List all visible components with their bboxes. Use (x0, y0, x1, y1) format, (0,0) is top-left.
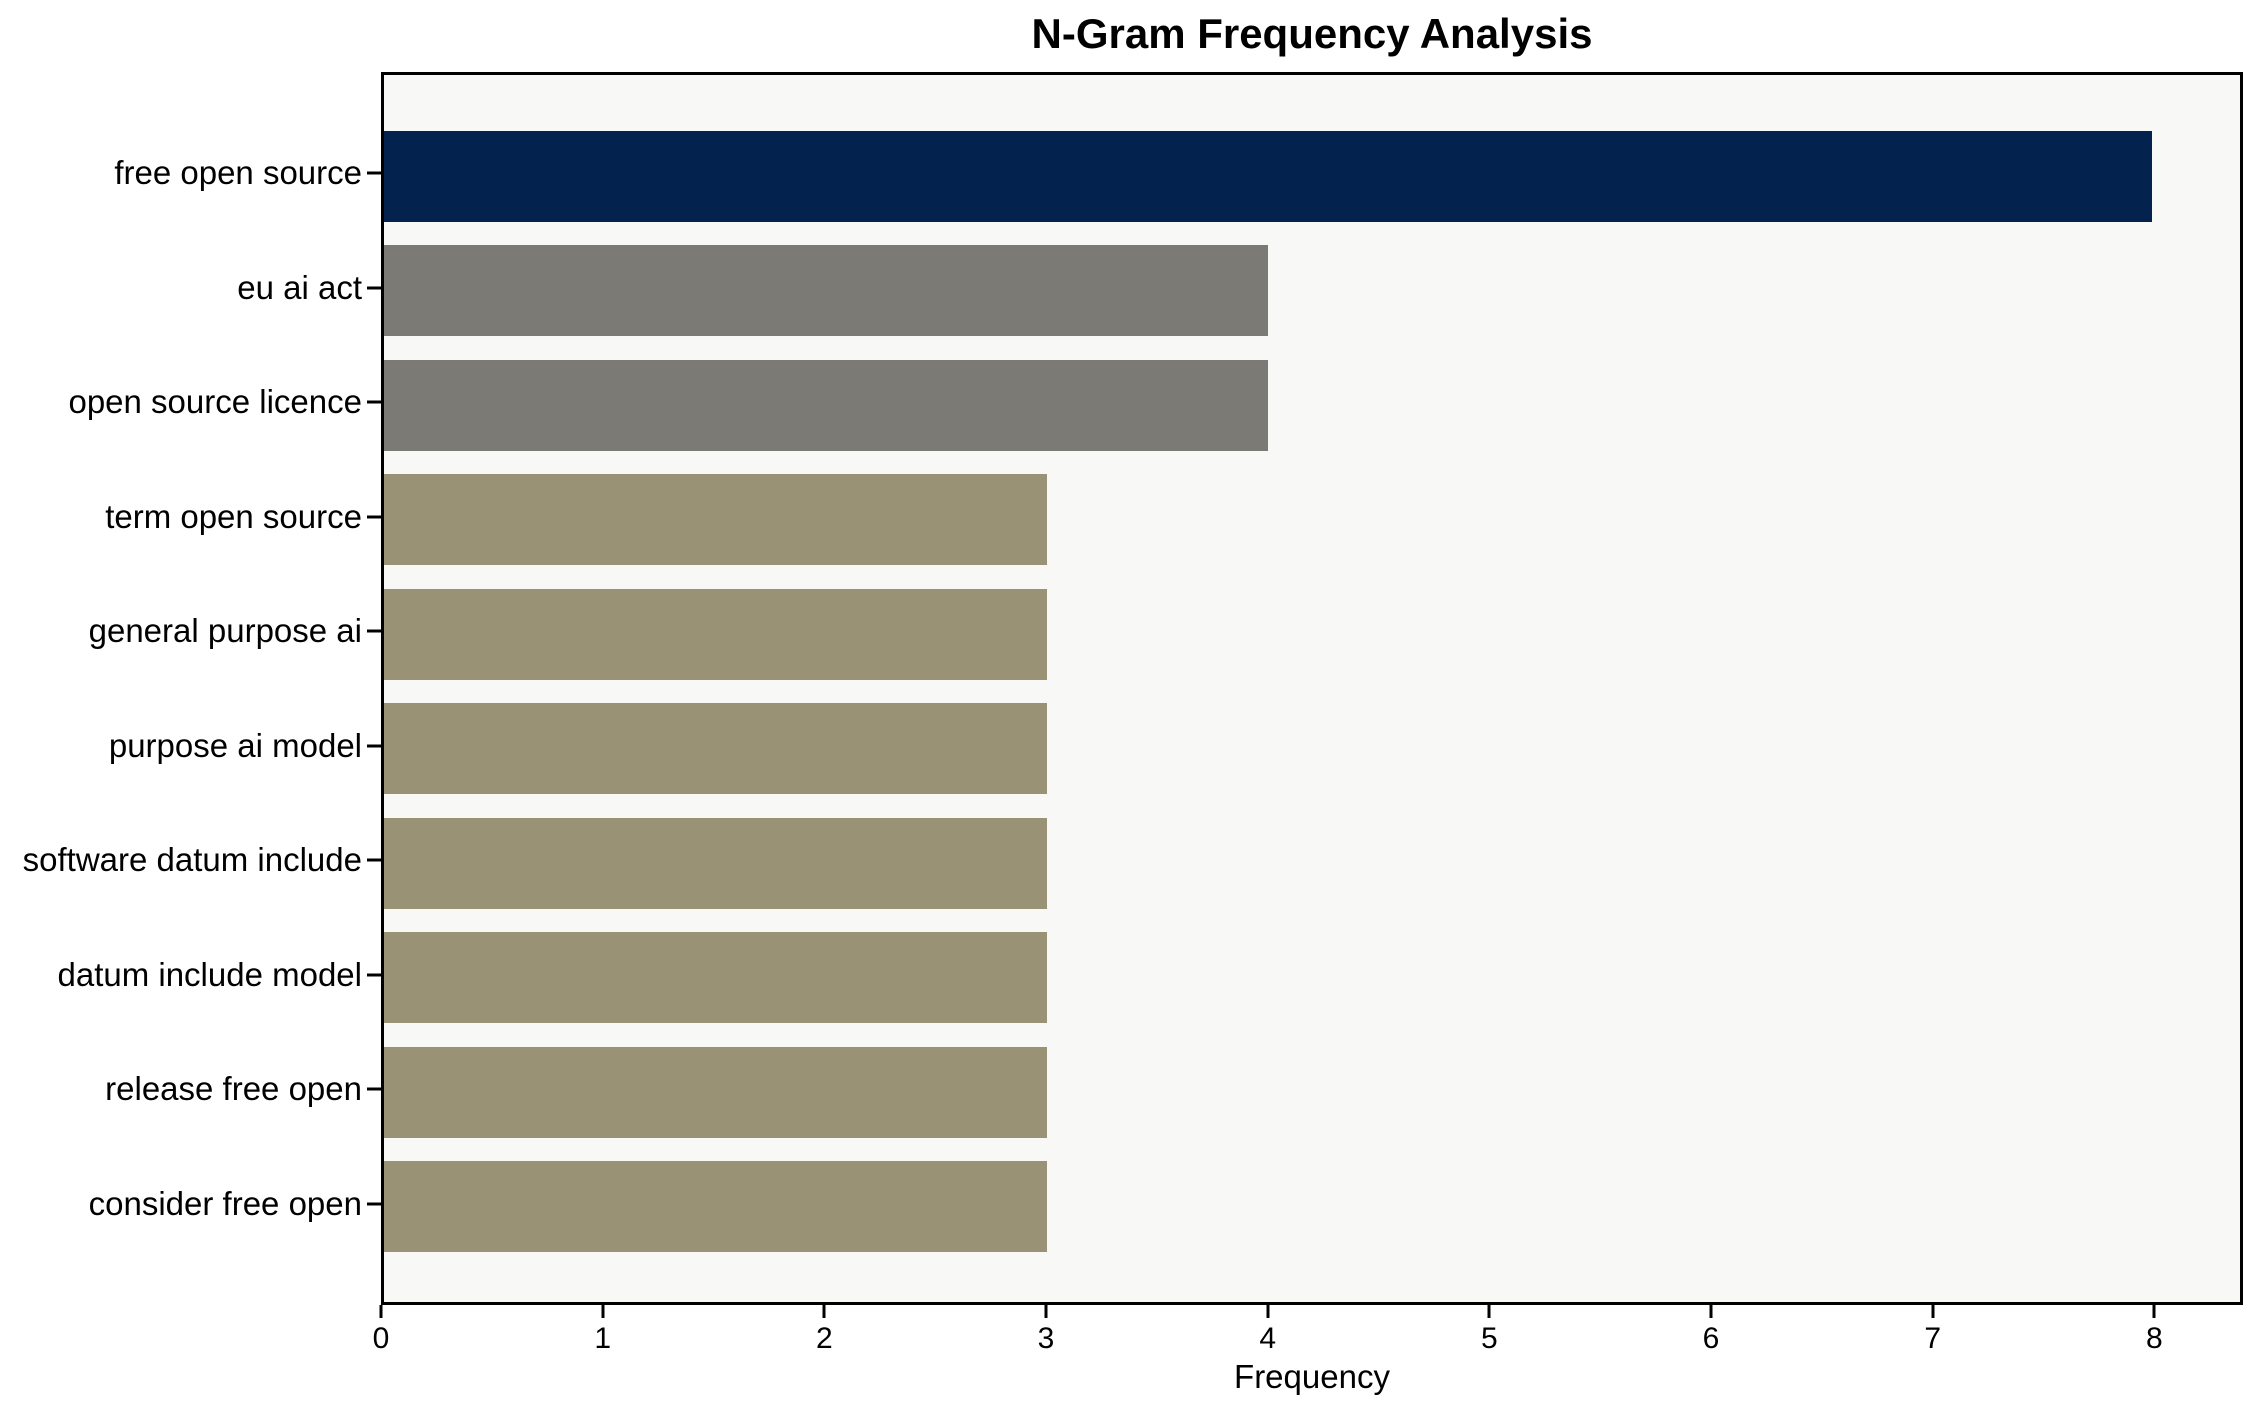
y-tick-label-term-open-source: term open source (105, 497, 362, 535)
y-tick-mark (367, 515, 381, 519)
bar-release-free-open (384, 1046, 1047, 1138)
x-tick-label: 1 (594, 1322, 612, 1355)
x-tick-label: 6 (1702, 1322, 1720, 1355)
x-tick-label: 5 (1480, 1322, 1498, 1355)
x-tick-label: 3 (1037, 1322, 1055, 1355)
y-tick-mark (367, 1202, 381, 1206)
y-tick-label-eu-ai-act: eu ai act (237, 268, 362, 306)
bar-datum-include-model (384, 932, 1047, 1024)
y-tick-label-purpose-ai-model: purpose ai model (108, 726, 362, 764)
y-tick-label-open-source-licence: open source licence (68, 383, 362, 421)
bar-free-open-source (384, 130, 2152, 222)
x-tick-mark (1044, 1305, 1048, 1318)
bar-software-datum-include (384, 817, 1047, 909)
x-tick-mark (1487, 1305, 1491, 1318)
bar-consider-free-open (384, 1161, 1047, 1253)
y-tick-label-free-open-source: free open source (114, 154, 362, 192)
y-tick-mark (367, 858, 381, 862)
bar-general-purpose-ai (384, 588, 1047, 680)
x-tick-label: 7 (1924, 1322, 1942, 1355)
bar-purpose-ai-model (384, 703, 1047, 795)
y-tick-mark (367, 744, 381, 748)
x-tick-mark (822, 1305, 826, 1318)
x-axis-title: Frequency (1234, 1358, 1390, 1395)
bar-open-source-licence (384, 359, 1268, 451)
y-tick-mark (367, 973, 381, 977)
y-tick-mark (367, 629, 381, 633)
x-tick-label: 4 (1259, 1322, 1277, 1355)
y-tick-mark (367, 1087, 381, 1091)
y-tick-label-software-datum-include: software datum include (22, 841, 362, 879)
y-tick-mark (367, 171, 381, 175)
x-tick-mark (1931, 1305, 1935, 1318)
x-tick-mark (601, 1305, 605, 1318)
x-tick-mark (1266, 1305, 1270, 1318)
y-tick-mark (367, 400, 381, 404)
x-tick-mark (1709, 1305, 1713, 1318)
y-tick-label-general-purpose-ai: general purpose ai (88, 612, 362, 650)
bar-term-open-source (384, 474, 1047, 566)
y-tick-label-datum-include-model: datum include model (57, 955, 362, 993)
x-tick-mark (2152, 1305, 2156, 1318)
x-tick-label: 0 (372, 1322, 390, 1355)
x-tick-label: 8 (2145, 1322, 2163, 1355)
bar-eu-ai-act (384, 245, 1268, 337)
plot-area (381, 72, 2243, 1305)
y-tick-label-consider-free-open: consider free open (88, 1184, 362, 1222)
chart-title: N-Gram Frequency Analysis (1031, 10, 1593, 57)
y-tick-mark (367, 286, 381, 290)
x-tick-label: 2 (815, 1322, 833, 1355)
y-tick-label-release-free-open: release free open (105, 1070, 362, 1108)
x-tick-mark (379, 1305, 383, 1318)
